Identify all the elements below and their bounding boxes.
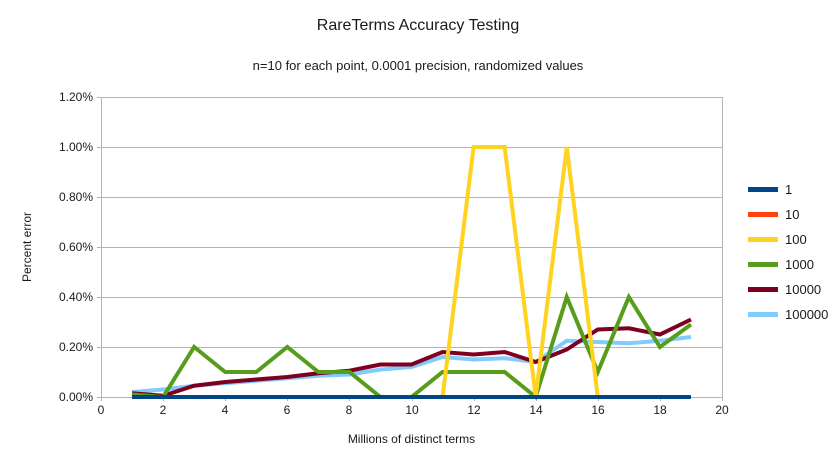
series-line-10000 <box>131 317 692 398</box>
x-tick-label: 8 <box>345 403 353 417</box>
x-tick-label: 2 <box>159 403 167 417</box>
x-tick-label: 0 <box>97 403 105 417</box>
legend-swatch <box>748 262 778 267</box>
legend-label: 1000 <box>785 257 814 272</box>
legend-label: 100000 <box>785 307 829 322</box>
legend-label: 10000 <box>785 282 822 297</box>
x-tick-label: 14 <box>529 403 543 417</box>
y-tick-label: 1.20% <box>58 90 93 104</box>
legend-swatch <box>748 237 778 242</box>
y-tick-label: 0.80% <box>58 190 93 204</box>
x-tick-label: 6 <box>283 403 291 417</box>
legend-swatch <box>748 187 778 192</box>
chart-subtitle: n=10 for each point, 0.0001 precision, r… <box>252 58 584 73</box>
legend-item-10000: 10000 <box>748 277 828 302</box>
y-tick-label: 0.20% <box>58 340 93 354</box>
x-tick-label: 10 <box>405 403 419 417</box>
legend-item-100000: 100000 <box>748 302 828 327</box>
chart-legend: 1 10 100 1000 10000 100000 <box>748 177 828 327</box>
legend-item-1000: 1000 <box>748 252 828 277</box>
chart-title: RareTerms Accuracy Testing <box>316 17 520 34</box>
x-tick-label: 4 <box>221 403 229 417</box>
x-tick-label: 12 <box>467 403 481 417</box>
legend-item-1: 1 <box>748 177 828 202</box>
legend-swatch <box>748 212 778 217</box>
y-tick-label: 0.00% <box>58 390 93 404</box>
legend-swatch <box>748 287 778 292</box>
legend-label: 100 <box>785 232 807 247</box>
x-axis-title: Millions of distinct terms <box>347 432 476 446</box>
legend-item-10: 10 <box>748 202 828 227</box>
y-tick-label: 1.00% <box>58 140 93 154</box>
legend-label: 1 <box>785 182 793 197</box>
x-tick-label: 20 <box>715 403 729 417</box>
x-tick-label: 18 <box>653 403 667 417</box>
y-tick-label: 0.60% <box>58 240 93 254</box>
x-tick-label: 16 <box>591 403 605 417</box>
legend-label: 10 <box>785 207 800 222</box>
series-line-100 <box>132 145 691 399</box>
legend-item-100: 100 <box>748 227 828 252</box>
legend-swatch <box>748 312 778 317</box>
y-tick-label: 0.40% <box>58 290 93 304</box>
